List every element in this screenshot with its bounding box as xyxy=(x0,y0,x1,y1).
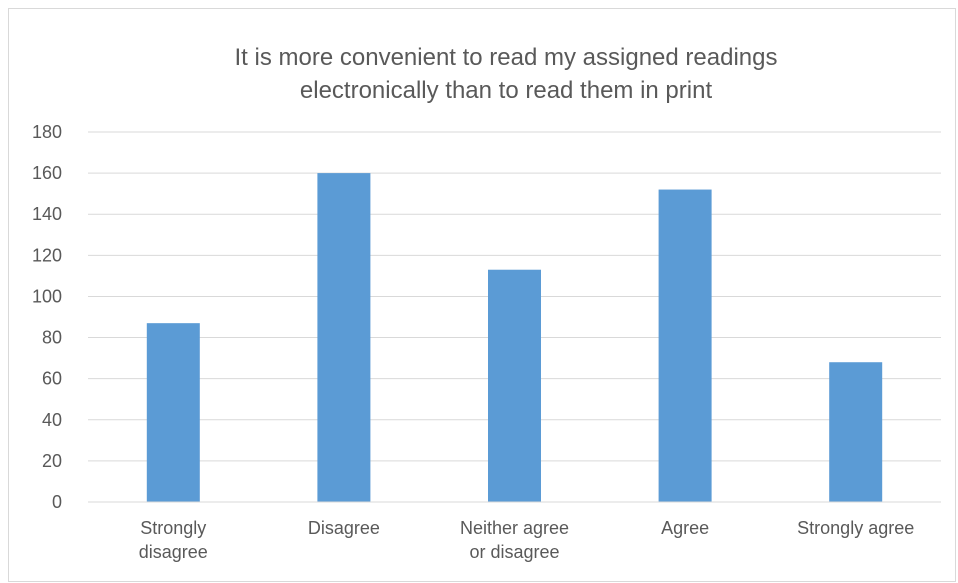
y-tick-label-180: 180 xyxy=(32,122,62,142)
y-tick-label-40: 40 xyxy=(42,410,62,430)
y-tick-label-20: 20 xyxy=(42,451,62,471)
x-category-label-1: Strongly disagree xyxy=(139,518,208,562)
y-axis-ticks: 0 20 40 60 80 100 120 140 160 180 xyxy=(32,122,62,512)
bar-4 xyxy=(658,189,712,503)
y-tick-label-140: 140 xyxy=(32,204,62,224)
chart-title-line-1: It is more convenient to read my assigne… xyxy=(235,44,778,71)
y-tick-label-60: 60 xyxy=(42,369,62,389)
x-category-label-2: Disagree xyxy=(308,518,380,538)
x-category-label-4: Agree xyxy=(661,518,709,538)
bar-1 xyxy=(146,323,200,502)
bar-5 xyxy=(829,362,883,502)
y-tick-label-0: 0 xyxy=(52,492,62,512)
x-category-label-3: Neither agree or disagree xyxy=(460,518,569,562)
y-tick-label-160: 160 xyxy=(32,163,62,183)
y-tick-label-80: 80 xyxy=(42,328,62,348)
chart-title: It is more convenient to read my assigne… xyxy=(235,44,778,104)
x-axis-category-labels: Strongly disagree Disagree Neither agree or … xyxy=(139,518,914,562)
bar-2 xyxy=(317,173,371,502)
y-tick-label-120: 120 xyxy=(32,245,62,265)
bar-3 xyxy=(488,269,541,502)
x-category-label-5: Strongly agree xyxy=(797,518,914,538)
chart-title-line-2: electronically than to read them in prin… xyxy=(300,77,713,104)
gridlines xyxy=(88,131,941,462)
y-tick-label-100: 100 xyxy=(32,286,62,306)
bars xyxy=(146,173,883,503)
